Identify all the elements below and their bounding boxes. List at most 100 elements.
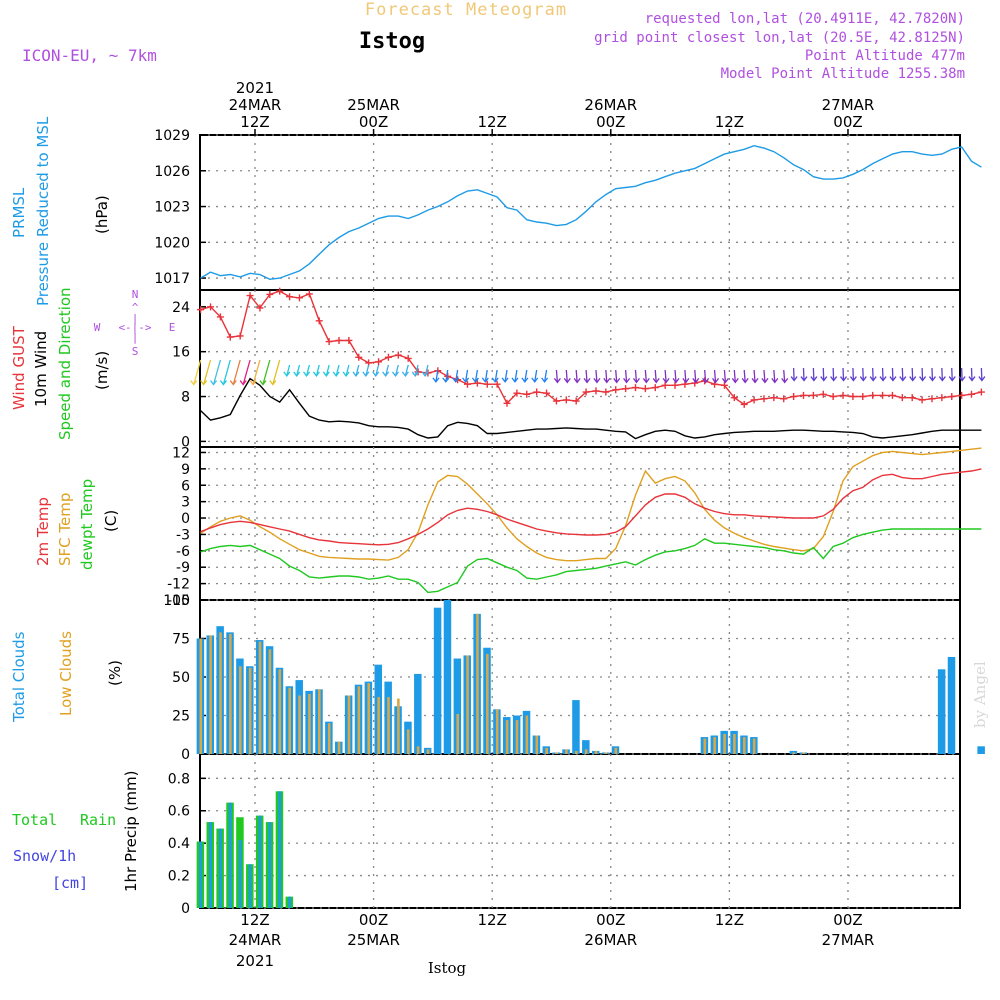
wind-direction-arrow [242, 359, 251, 385]
low-cloud-bar [426, 749, 430, 754]
wind-unit: (m/s) [93, 351, 111, 390]
low-cloud-bar [466, 655, 469, 754]
wind-direction-arrow [203, 359, 212, 385]
total-cloud-bar [582, 740, 590, 754]
compass-e: E [169, 321, 176, 334]
gust-point [266, 290, 274, 298]
wind-direction-arrowhead [632, 378, 640, 384]
ytick-label: -12 [167, 577, 190, 593]
wind-direction-arrowhead [382, 371, 390, 377]
wind-direction-arrowhead [553, 378, 561, 384]
gust-point [295, 294, 303, 302]
wind-direction-arrowhead [239, 380, 247, 386]
ytick-label: 0 [181, 901, 190, 917]
wind-direction-arrow [222, 359, 231, 385]
model-altitude: Model Point Altitude 1255.38m [721, 66, 965, 82]
wind-direction-arrowhead [978, 376, 986, 382]
low-cloud-bar [792, 752, 796, 754]
gust-point [286, 293, 294, 301]
ytick-label: 0.6 [168, 804, 190, 820]
wind-direction-arrow [783, 369, 786, 383]
gridpoint-lonlat: grid point closest lon,lat (20.5E, 42.81… [594, 30, 965, 46]
wind-direction-arrowhead [613, 378, 621, 384]
low-cloud-bar [752, 738, 756, 754]
ytick-label: 100 [163, 593, 190, 609]
wind-direction-arrow [232, 359, 241, 385]
wind-direction-arrowhead [249, 380, 257, 386]
pressure-line [200, 144, 982, 281]
low-cloud-bar [604, 752, 608, 754]
model-label: ICON-EU, ~ 7km [22, 46, 157, 65]
low-cloud-bar [219, 632, 222, 754]
low-cloud-bar [505, 720, 509, 754]
wind-direction-arrow [404, 364, 409, 377]
gust-point [908, 394, 916, 402]
ytick-label: -15 [167, 593, 190, 609]
time-label-top: 00Z [359, 113, 388, 131]
wind10m-line [200, 377, 982, 440]
wind-direction-arrowhead [573, 378, 581, 384]
wind-10m-label: 10m Wind [32, 331, 50, 407]
requested-lonlat: requested lon,lat (20.4911E, 42.7820N) [645, 11, 965, 27]
ytick-label: -3 [176, 527, 190, 543]
wind-direction-arrowhead [501, 377, 509, 383]
wind-direction-arrow [424, 364, 429, 377]
wind-direction-arrowhead [521, 377, 529, 383]
total-cloud-bar [443, 600, 452, 754]
gust-point [355, 353, 363, 361]
wind-direction-arrow [315, 364, 320, 377]
ytick-label: 8 [181, 390, 190, 406]
compass-w: W [94, 321, 101, 334]
clouds-unit: (%) [106, 660, 124, 686]
precip-total-bar [228, 802, 232, 908]
svg-text:|: | [132, 331, 139, 344]
gust-point [612, 386, 620, 394]
wind-direction-arrowhead [830, 376, 838, 382]
svg-text:^: ^ [132, 301, 139, 314]
wind-direction-arrow [414, 364, 419, 377]
wind-direction-arrowhead [938, 376, 946, 382]
precip-total-bar [199, 841, 203, 908]
time-label-bottom: 2021 [236, 952, 274, 970]
gust-point [523, 390, 531, 398]
compass-s: S [132, 345, 139, 358]
gust-point [928, 395, 936, 403]
wind-direction-arrowhead [421, 371, 429, 377]
panel-frame-1 [199, 289, 961, 448]
ytick-label: 0.8 [168, 771, 190, 787]
wind-direction-arrow [474, 369, 479, 382]
panel-frame-4 [199, 753, 961, 909]
wind-direction-arrowhead [481, 377, 489, 383]
total-cloud-bar [977, 746, 985, 754]
watermark: by Angel [971, 661, 989, 728]
gust-point [641, 385, 649, 393]
wind-direction-arrowhead [442, 377, 450, 383]
low-cloud-bar [367, 683, 371, 754]
gust-point [918, 396, 926, 404]
gust-point [572, 397, 580, 405]
low-cloud-bar [258, 641, 262, 754]
ytick-label: 3 [181, 495, 190, 511]
low-cloud-bar [357, 686, 361, 754]
gust-point [325, 338, 333, 346]
gust-point [493, 380, 501, 388]
gust-point [315, 317, 323, 325]
wind-direction-arrowhead [623, 378, 631, 384]
low-cloud-bar [594, 750, 598, 754]
low-cloud-bar [308, 693, 311, 754]
ytick-label: 24 [172, 300, 190, 316]
wind-direction-arrow [615, 369, 618, 383]
gust-point [720, 381, 728, 389]
time-label-top: 12Z [478, 113, 507, 131]
gust-point [533, 388, 541, 396]
gust-point [819, 390, 827, 398]
wind-direction-arrow [753, 369, 756, 383]
wind-direction-arrowhead [362, 371, 370, 377]
wind-direction-arrow [575, 369, 578, 383]
wind-direction-arrow [743, 369, 746, 383]
wind-direction-arrowhead [293, 371, 301, 377]
low-cloud-bar [723, 733, 726, 754]
wind-direction-arrowhead [968, 376, 976, 382]
wind-direction-arrow [335, 364, 340, 377]
gust-point [938, 394, 946, 402]
